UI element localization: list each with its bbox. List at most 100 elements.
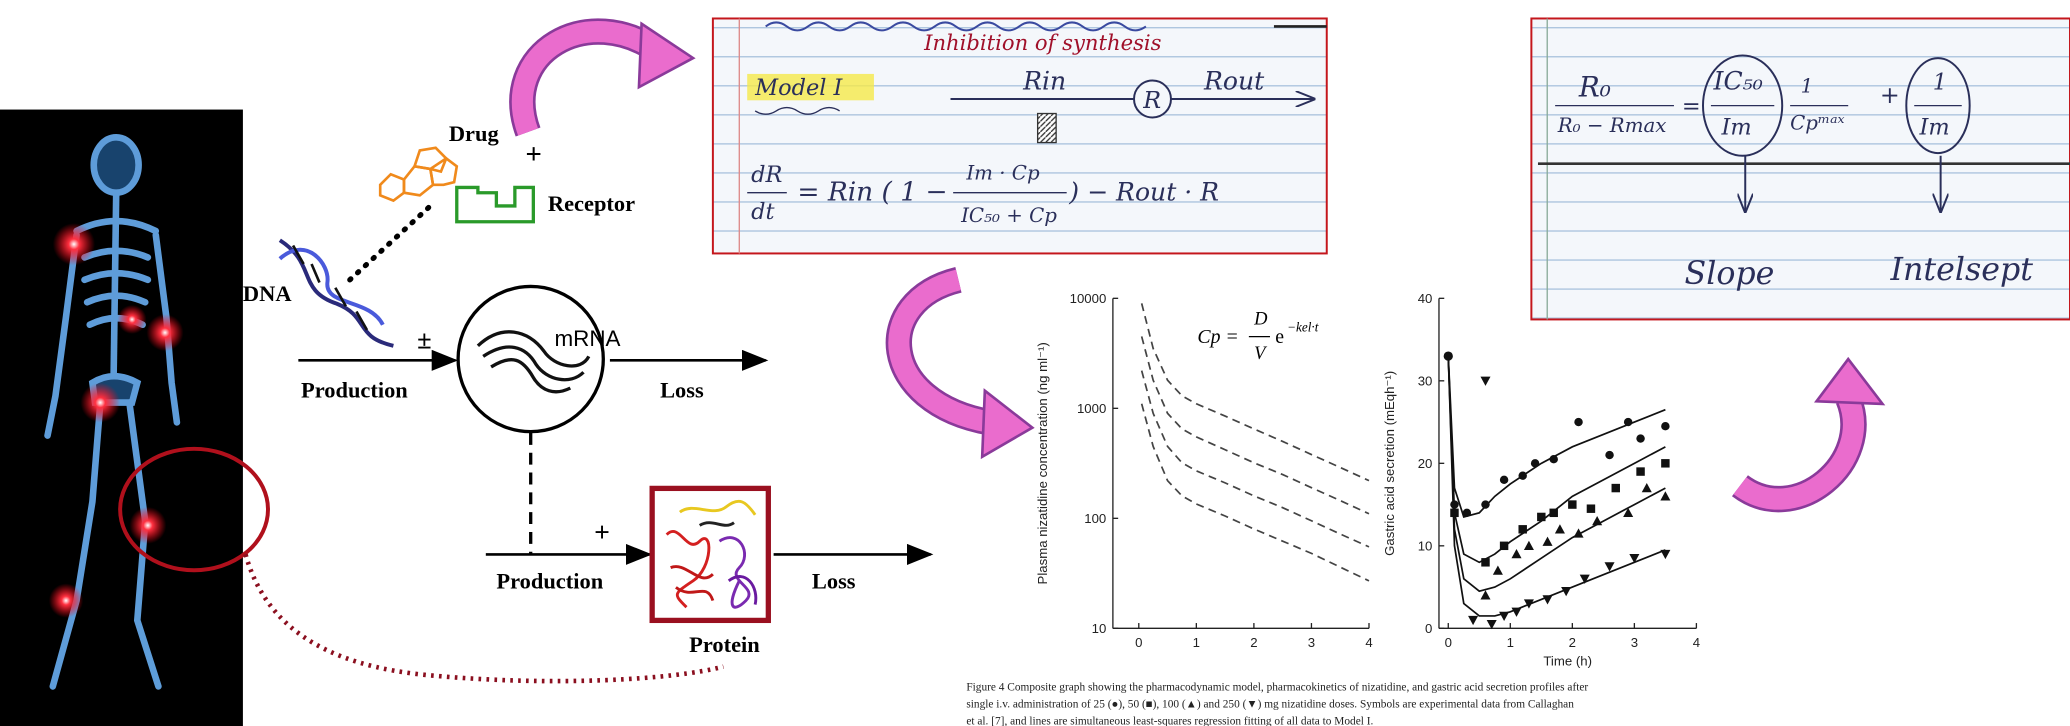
dotted-binding [350, 206, 431, 280]
joint-glows-part [49, 583, 83, 617]
y-tick-label: 10 [1092, 621, 1107, 636]
caption-line: Figure 4 Composite graph showing the pha… [966, 681, 1588, 693]
dna-label: DNA [243, 281, 292, 306]
page: Pharmacodynamic model html, body { margi… [0, 0, 2070, 726]
equation-part: dR [751, 162, 782, 188]
equation-part: R₀ − Rmax [1557, 114, 1667, 137]
equation-part: Im [1720, 115, 1751, 141]
y-tick-label: 40 [1418, 291, 1433, 306]
pink-arrow [1740, 359, 1883, 499]
data-point [1661, 422, 1669, 430]
drug-label: Drug [449, 121, 499, 146]
receptor-label: Receptor [548, 191, 635, 216]
caption-line: single i.v. administration of 25 (●), 50… [966, 699, 1574, 711]
equation-part: IC₅₀ [1713, 67, 1763, 96]
x-tick-label: 3 [1631, 635, 1638, 650]
photo-bg [0, 110, 243, 726]
x-tick-label: 0 [1445, 635, 1452, 650]
equation-part: dt [751, 199, 775, 225]
y-tick-label: 0 [1425, 621, 1432, 636]
plus-sign: + [525, 139, 542, 171]
equation-part: ) − Rout · R [1068, 178, 1219, 207]
data-point [1642, 483, 1652, 492]
formula-part: D [1253, 309, 1268, 329]
x-tick-label: 0 [1135, 635, 1142, 650]
handwritten-note-1: Inhibition of synthesis Model I Rin R Ro… [713, 18, 1327, 253]
caption-line: et al. [7], and lines are simultaneous l… [966, 716, 1373, 726]
data-point [1636, 434, 1644, 442]
receptor-shape [457, 187, 534, 221]
data-point [1500, 542, 1508, 550]
data-point [1661, 459, 1669, 467]
chemical-structure-part [380, 174, 404, 200]
equation-part: = [1682, 94, 1701, 120]
data-point [1660, 491, 1670, 500]
inhibition-block [1038, 114, 1056, 143]
pink-arrow-part [639, 24, 693, 87]
data-point [1537, 513, 1545, 521]
pink-arrow-part [1817, 359, 1883, 404]
data-point [1480, 590, 1490, 599]
skeleton-photo [0, 110, 243, 726]
data-point [1524, 599, 1534, 608]
data-point [1550, 455, 1558, 463]
pk-curve [1142, 336, 1369, 513]
chemical-structure-part [404, 166, 433, 195]
plus-sign: + [594, 516, 610, 547]
pink-arrow [899, 280, 1033, 457]
fit-curve [1448, 356, 1665, 616]
pk-curve [1142, 303, 1369, 480]
data-point [1543, 595, 1553, 604]
y-tick-label: 1000 [1077, 401, 1106, 416]
data-point [1481, 558, 1489, 566]
joint-glows-part [53, 223, 95, 265]
joint-glows-part [147, 314, 184, 351]
x-tick-label: 3 [1308, 635, 1315, 650]
y-tick-label: 30 [1418, 373, 1433, 388]
data-point [1550, 509, 1558, 517]
data-point [1481, 500, 1489, 508]
pk-formula: Cp = D V e −kel·t [1197, 309, 1318, 363]
data-point [1480, 377, 1490, 386]
handwritten-note-2: R₀ R₀ − Rmax = IC₅₀ Im 1 Cpᵐᵃˣ + 1 Im Sl… [1531, 18, 2070, 319]
data-point [1468, 616, 1478, 625]
chemical-structure [380, 148, 457, 201]
data-point [1499, 612, 1509, 621]
equation-part: Im · Cp [965, 162, 1040, 185]
data-point [1511, 608, 1521, 617]
data-point [1555, 524, 1565, 533]
equation-part: Im [1919, 115, 1950, 141]
y-tick-label: 10 [1418, 538, 1433, 553]
formula-part: −kel·t [1287, 319, 1319, 334]
rout-label: Rout [1203, 67, 1265, 96]
x-tick-label: 4 [1365, 635, 1372, 650]
data-point [1531, 459, 1539, 467]
protein-label: Protein [689, 632, 760, 657]
data-point [1518, 525, 1526, 533]
dna-helix-part [280, 240, 394, 346]
joint-glows-part [117, 305, 146, 334]
joint-glows-part [81, 383, 121, 423]
data-point [1450, 509, 1458, 517]
equation-part: = Rin ( 1 − [797, 177, 947, 208]
data-point [1636, 467, 1644, 475]
joint-glows-part [129, 507, 166, 544]
data-point [1463, 509, 1471, 517]
pink-arrow [522, 24, 693, 132]
start-point [1444, 351, 1453, 360]
data-point [1624, 418, 1632, 426]
slope-label: Slope [1685, 256, 1775, 292]
data-point [1511, 549, 1521, 558]
data-point [1574, 418, 1582, 426]
dna-helix-part [280, 250, 383, 325]
x-tick-label: 1 [1193, 635, 1200, 650]
data-point [1524, 541, 1534, 550]
r-label: R [1142, 86, 1161, 114]
equation-part: 1 [1801, 74, 1814, 97]
data-point [1450, 500, 1458, 508]
fit-curve [1448, 356, 1665, 517]
formula-part: V [1254, 343, 1268, 363]
x-axis-label: Time (h) [1543, 653, 1592, 668]
production-label: Production [496, 569, 603, 594]
production-label: Production [301, 377, 408, 402]
